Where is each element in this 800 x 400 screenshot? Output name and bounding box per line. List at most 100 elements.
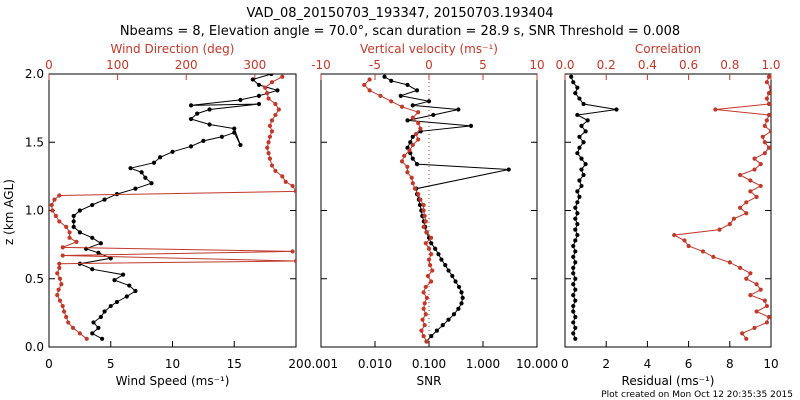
x-axis-label-bottom: SNR [417,374,442,388]
data-point [426,99,432,104]
data-point [436,252,441,257]
data-point [423,219,428,224]
data-point [60,303,65,309]
data-point [256,93,262,98]
data-point [412,186,418,191]
data-point [581,140,586,145]
data-point [764,118,769,123]
data-point [686,243,691,249]
data-point [577,145,582,150]
data-point [276,107,281,112]
data-point [573,287,578,292]
data-point [419,328,424,333]
data-point [293,189,296,194]
data-point [446,317,451,322]
data-point [410,134,415,139]
data-point [450,273,455,279]
data-point [579,183,584,189]
plot-footer: Plot created on Mon Oct 12 20:35:35 2015 [601,390,793,400]
x-axis-label-top: Wind Direction (deg) [111,42,235,56]
data-point [573,249,578,254]
data-point [577,194,582,199]
data-point [52,197,57,202]
data-point [430,268,435,273]
data-point [427,263,433,268]
data-point [420,317,425,322]
data-point [682,238,687,243]
data-point [414,161,420,167]
x-tick-label-top: 1.0 [761,58,780,72]
data-point [418,126,423,131]
data-point [382,74,387,79]
data-point [571,331,576,336]
data-point [424,230,429,235]
x-tick-label-top: 0.8 [720,58,739,72]
y-axis-label: z (km AGL) [2,179,16,245]
data-point [49,202,54,208]
data-point [71,213,76,219]
data-point [577,178,582,183]
data-point [573,205,578,210]
data-point [571,271,576,276]
series-wind-speed [71,74,280,341]
data-point [102,197,107,202]
data-point [57,193,62,198]
series-line [73,74,280,340]
data-point [250,77,255,82]
x-tick-label-bottom: 8 [726,357,734,371]
data-point [575,211,580,216]
data-point [410,115,415,120]
data-point [59,282,64,287]
series-correlation [672,74,771,341]
data-point [219,134,224,139]
data-point [273,101,278,107]
data-point [573,238,578,243]
data-point [738,265,743,270]
data-point [100,336,105,341]
data-point [269,129,275,134]
data-point [581,172,586,178]
data-point [456,306,461,311]
data-point [451,312,457,317]
x-axis-label-top: Correlation [635,42,701,56]
data-point [573,260,578,265]
data-point [752,325,757,330]
data-point [573,314,578,320]
data-point [744,200,749,205]
data-point [575,112,580,118]
data-point [410,103,415,108]
series-line [384,76,509,342]
data-point [575,200,580,205]
x-tick-label-bottom: 0.010 [358,357,392,371]
data-point [60,253,65,258]
data-point [575,232,580,238]
data-point [731,216,737,221]
data-point [269,80,275,85]
data-point [149,181,154,186]
data-point [57,298,63,303]
x-tick-label-bottom: 4 [644,357,652,371]
data-point [429,241,434,246]
data-point [766,101,771,107]
data-point [70,325,76,330]
data-point [124,294,129,299]
data-point [418,197,423,202]
x-axis-label-bottom: Residual (ms⁻¹) [622,374,715,388]
data-point [57,219,62,224]
data-point [238,97,243,103]
data-point [422,213,427,219]
panel-residual: 0 2 4 6 8 10 0.0 0.2 0.4 0.6 0.8 1.0 Residual (ms⁻¹)… [555,42,780,388]
data-point [700,249,706,254]
data-point [71,224,76,229]
data-point [768,85,771,90]
data-point [754,309,759,314]
x-tick-label-bottom: 10.000 [516,357,558,371]
data-point [273,168,278,174]
x-tick-label-top: -10 [311,58,331,72]
data-point [417,202,423,208]
data-point [293,258,296,264]
data-point [77,230,82,235]
data-point [121,272,126,277]
data-point [579,167,584,172]
